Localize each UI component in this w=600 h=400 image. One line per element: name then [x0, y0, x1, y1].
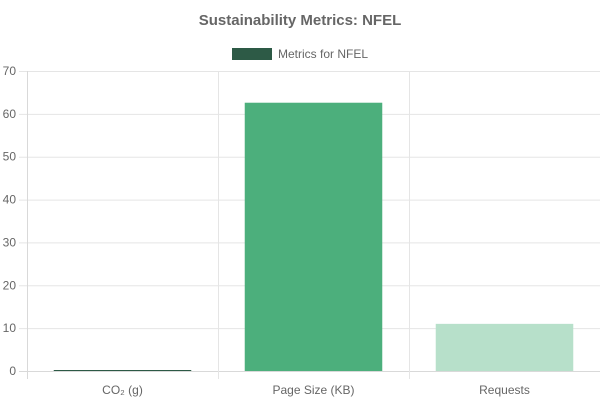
- x-tick-label: Page Size (KB): [272, 383, 354, 397]
- chart-title: Sustainability Metrics: NFEL: [199, 12, 402, 29]
- legend[interactable]: Metrics for NFEL: [232, 47, 368, 61]
- bars: [53, 102, 574, 371]
- y-tick-label: 40: [3, 193, 17, 207]
- y-tick-label: 70: [3, 64, 17, 78]
- y-tick-label: 0: [9, 364, 16, 378]
- bar-3[interactable]: [435, 323, 574, 371]
- legend-swatch: [232, 48, 272, 60]
- y-tick-label: 20: [3, 278, 17, 292]
- y-axis-ticks: 0 10 20 30 40 50 60 70: [3, 64, 17, 378]
- bar-1[interactable]: [53, 370, 192, 371]
- x-tick-label: Requests: [479, 383, 530, 397]
- legend-label: Metrics for NFEL: [278, 47, 368, 61]
- y-tick-label: 60: [3, 107, 17, 121]
- y-tick-label: 10: [3, 321, 17, 335]
- bar-2[interactable]: [244, 102, 383, 371]
- y-tick-label: 50: [3, 150, 17, 164]
- x-axis-ticks: CO₂ (g) Page Size (KB) Requests: [102, 383, 530, 397]
- x-tick-label: CO₂ (g): [102, 383, 143, 397]
- y-tick-label: 30: [3, 235, 17, 249]
